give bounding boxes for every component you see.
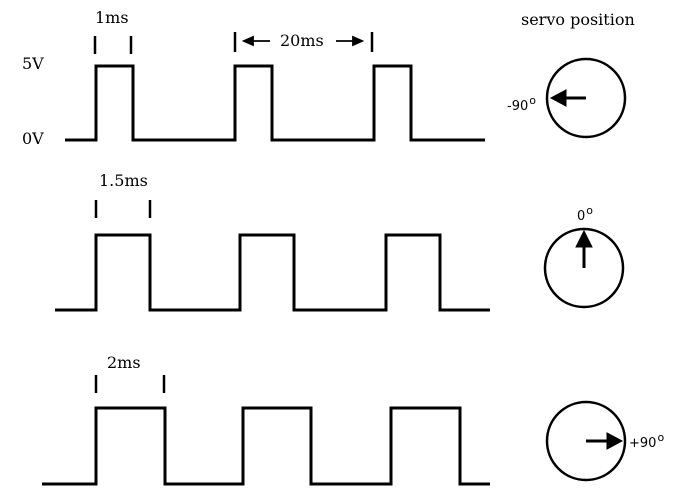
pwm-waveform-row-2 <box>55 233 490 312</box>
angle-value-row-1: -90 <box>507 99 529 114</box>
servo-dial-row-1 <box>545 57 627 139</box>
pulse-width-label-row-3: 2ms <box>107 353 141 372</box>
servo-angle-label-row-1: -90o <box>507 95 536 113</box>
servo-angle-label-row-2: 0o <box>577 205 593 223</box>
servo-arrowhead-row-3 <box>606 432 624 450</box>
pulse-width-label-row-2: 1.5ms <box>99 171 148 190</box>
servo-dial-row-3 <box>545 400 627 482</box>
servo-dial-row-2 <box>543 227 625 309</box>
degree-symbol-row-1: o <box>529 94 536 107</box>
servo-angle-label-row-3: +90o <box>629 432 664 450</box>
degree-symbol-row-2: o <box>586 204 594 217</box>
period-label: 20ms <box>280 31 324 50</box>
angle-value-row-2: 0 <box>577 209 586 224</box>
servo-arrowhead-row-1 <box>549 89 567 107</box>
servo-arrowhead-row-2 <box>575 229 593 248</box>
pwm-waveform-row-3 <box>42 406 490 486</box>
pulse-width-label-row-1: 1ms <box>95 8 129 27</box>
angle-value-row-3: +90 <box>629 436 657 451</box>
voltage-low-label: 0V <box>22 129 44 148</box>
degree-symbol-row-3: o <box>657 431 665 444</box>
servo-position-title: servo position <box>521 10 635 29</box>
voltage-high-label: 5V <box>22 54 44 73</box>
period-arrowhead-left <box>241 35 254 47</box>
pwm-waveform-row-1 <box>65 64 485 142</box>
period-arrowhead-right <box>352 35 365 47</box>
